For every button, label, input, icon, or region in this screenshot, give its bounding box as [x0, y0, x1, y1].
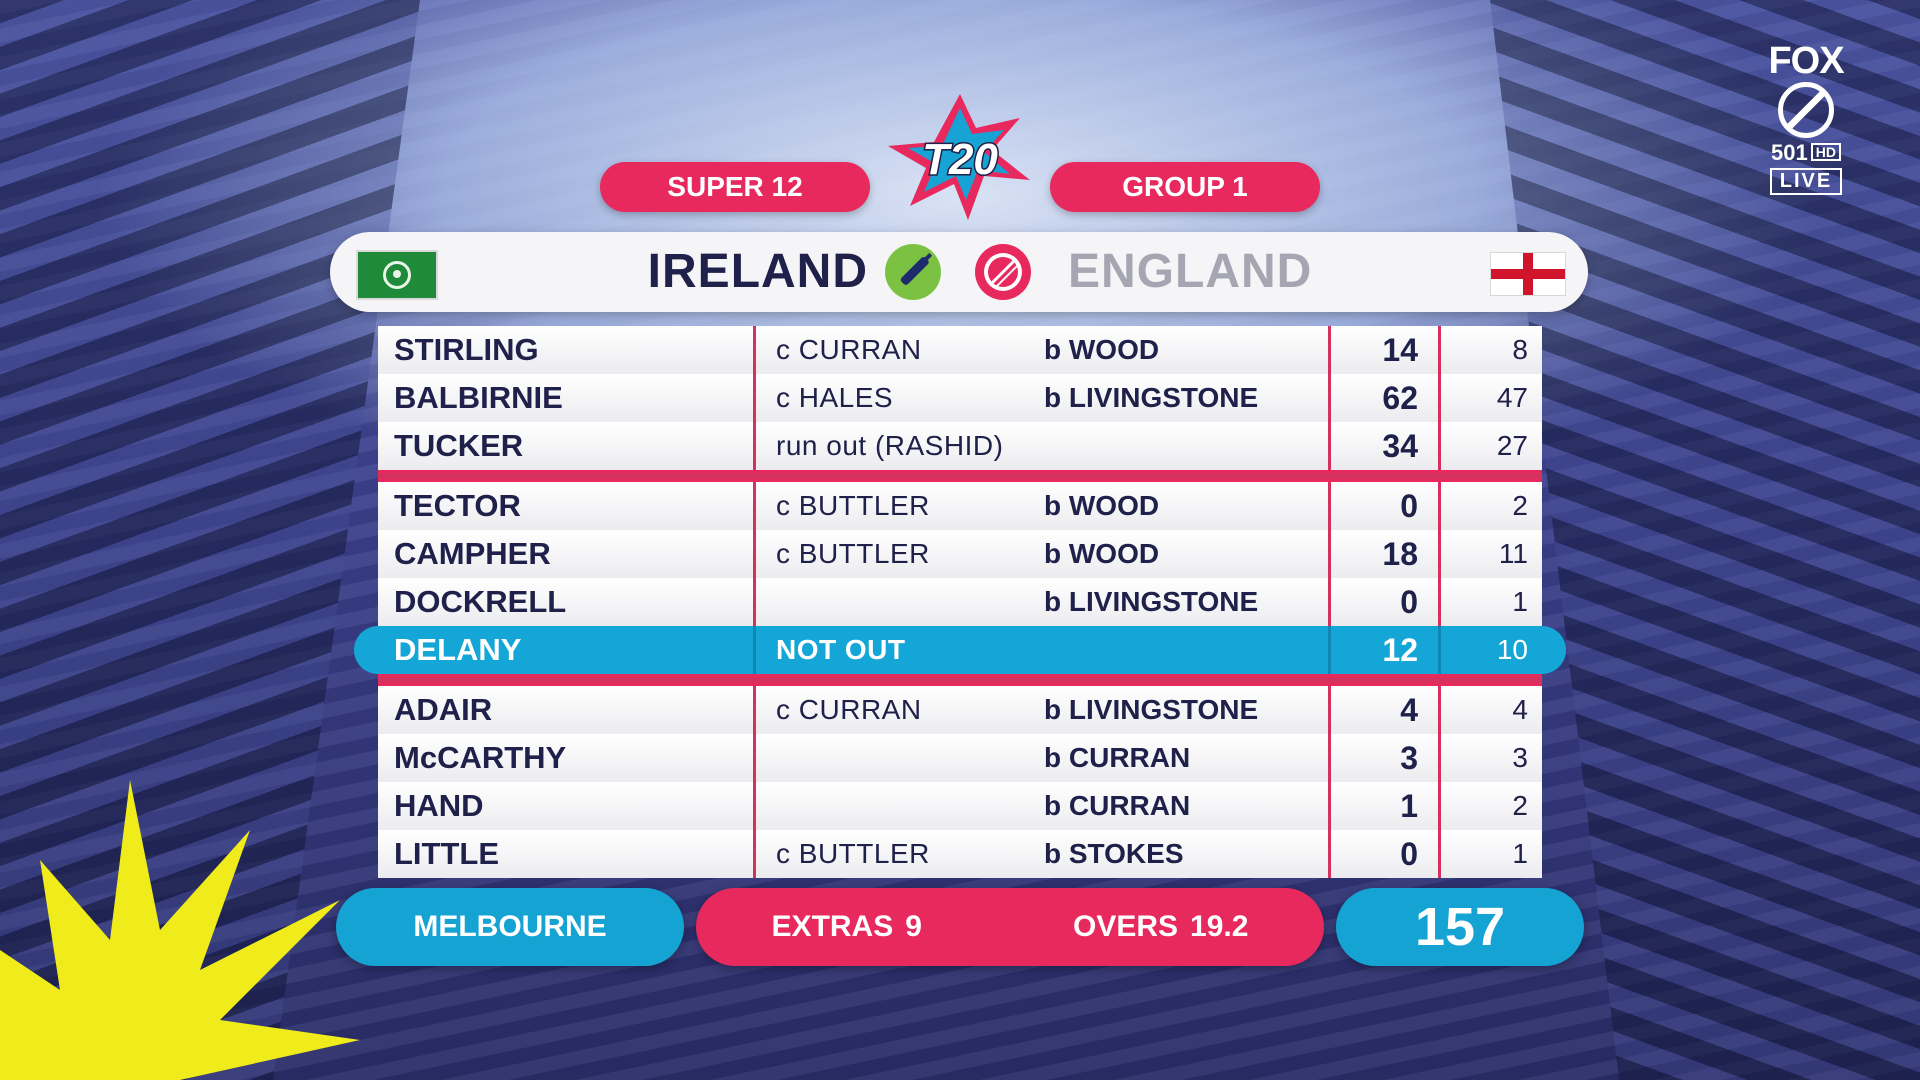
balls: 27 [1496, 430, 1528, 461]
table-row: ADAIR c CURRAN b LIVINGSTONE 4 4 [378, 686, 1542, 734]
runs: 62 [1331, 374, 1441, 422]
dismissal-fielder: c BUTTLER [776, 538, 930, 569]
runs: 14 [1331, 326, 1441, 374]
row-divider [378, 470, 1542, 482]
runs: 0 [1331, 578, 1441, 626]
dismissal-fielder: c HALES [776, 382, 894, 413]
group-pill: GROUP 1 [1050, 162, 1320, 212]
runs: 18 [1331, 530, 1441, 578]
ireland-flag-icon [356, 250, 438, 300]
dismissal-bowler: b CURRAN [1044, 734, 1331, 782]
broadcaster-logo: FOX 501 HD LIVE [1758, 42, 1854, 195]
runs: 0 [1331, 830, 1441, 878]
current-batter-row: DELANY NOT OUT 12 10 [354, 626, 1566, 674]
table-row: TUCKER run out (RASHID) 34 27 [378, 422, 1542, 470]
ball-icon [975, 244, 1031, 300]
venue-pill: MELBOURNE [336, 888, 684, 966]
balls: 2 [1512, 790, 1528, 821]
table-row: LITTLE c BUTTLER b STOKES 0 1 [378, 830, 1542, 878]
table-row: CAMPHER c BUTTLER b WOOD 18 11 [378, 530, 1542, 578]
yellow-burst-decoration [0, 780, 360, 1080]
batter-name: TUCKER [378, 422, 756, 470]
extras-group: EXTRAS 9 [766, 910, 928, 944]
teams-bar: IRELAND ENGLAND [330, 232, 1588, 312]
dismissal-fielder: NOT OUT [776, 634, 906, 665]
runs: 4 [1331, 686, 1441, 734]
channel-number: 501 HD [1758, 142, 1854, 164]
runs: 0 [1331, 482, 1441, 530]
batter-name: HAND [378, 782, 756, 830]
dismissal-fielder: c CURRAN [776, 694, 922, 725]
stage-pill: SUPER 12 [600, 162, 870, 212]
overs-value: 19.2 [1190, 910, 1249, 943]
balls: 4 [1512, 694, 1528, 725]
batter-name: LITTLE [378, 830, 756, 878]
dismissal-bowler [1044, 626, 1331, 674]
table-row: DOCKRELL b LIVINGSTONE 0 1 [378, 578, 1542, 626]
batter-name: BALBIRNIE [378, 374, 756, 422]
bat-icon [885, 244, 941, 300]
table-row: TECTOR c BUTTLER b WOOD 0 2 [378, 482, 1542, 530]
live-badge: LIVE [1769, 168, 1843, 195]
overs-group: OVERS 19.2 [1067, 910, 1254, 944]
runs: 3 [1331, 734, 1441, 782]
runs: 12 [1331, 626, 1441, 674]
dismissal-fielder [756, 782, 1044, 830]
batter-name: TECTOR [378, 482, 756, 530]
row-divider [378, 674, 1542, 686]
bowling-team-name: ENGLAND [1068, 245, 1313, 298]
overs-label: OVERS [1073, 910, 1179, 943]
t20-logo-text: T20 [922, 135, 998, 184]
batting-team-name: IRELAND [647, 245, 868, 298]
dismissal-bowler: b CURRAN [1044, 782, 1331, 830]
dismissal-bowler: b WOOD [1044, 530, 1331, 578]
extras-value: 9 [905, 910, 922, 943]
balls: 8 [1512, 334, 1528, 365]
dismissal-bowler: b LIVINGSTONE [1044, 578, 1331, 626]
hd-badge: HD [1810, 143, 1841, 161]
balls: 2 [1512, 490, 1528, 521]
dismissal-fielder [756, 578, 1044, 626]
balls: 3 [1512, 742, 1528, 773]
balls: 1 [1512, 838, 1528, 869]
dismissal-fielder: c BUTTLER [776, 490, 930, 521]
total-score-pill: 157 [1336, 888, 1584, 966]
table-row: McCARTHY b CURRAN 3 3 [378, 734, 1542, 782]
batter-name: DOCKRELL [378, 578, 756, 626]
runs: 34 [1331, 422, 1441, 470]
dismissal-bowler: b WOOD [1044, 482, 1331, 530]
dismissal-bowler: b WOOD [1044, 326, 1331, 374]
balls: 1 [1512, 586, 1528, 617]
fox-cricket-ball-icon [1778, 82, 1834, 138]
extras-label: EXTRAS [771, 910, 894, 943]
dismissal-fielder [756, 734, 1044, 782]
batter-name: CAMPHER [378, 530, 756, 578]
batter-name: STIRLING [378, 326, 756, 374]
dismissal-fielder: run out (RASHID) [776, 430, 1004, 461]
balls: 47 [1496, 382, 1528, 413]
t20-logo-icon: T20 [888, 94, 1030, 220]
dismissal-fielder: c BUTTLER [776, 838, 930, 869]
balls: 10 [1496, 634, 1528, 665]
table-row: HAND b CURRAN 1 2 [378, 782, 1542, 830]
balls: 11 [1498, 538, 1528, 569]
dismissal-bowler: b STOKES [1044, 830, 1331, 878]
dismissal-bowler [1044, 422, 1331, 470]
table-row: BALBIRNIE c HALES b LIVINGSTONE 62 47 [378, 374, 1542, 422]
runs: 1 [1331, 782, 1441, 830]
channel-number-text: 501 [1771, 140, 1808, 165]
batter-name: McCARTHY [378, 734, 756, 782]
batter-name: DELANY [378, 626, 756, 674]
table-row: STIRLING c CURRAN b WOOD 14 8 [378, 326, 1542, 374]
batting-scorecard: STIRLING c CURRAN b WOOD 14 8 BALBIRNIE … [354, 326, 1566, 878]
batter-name: ADAIR [378, 686, 756, 734]
dismissal-bowler: b LIVINGSTONE [1044, 686, 1331, 734]
dismissal-bowler: b LIVINGSTONE [1044, 374, 1331, 422]
fox-wordmark: FOX [1768, 40, 1844, 82]
dismissal-fielder: c CURRAN [776, 334, 922, 365]
england-flag-icon [1490, 252, 1566, 296]
extras-overs-pill: EXTRAS 9 OVERS 19.2 [696, 888, 1324, 966]
